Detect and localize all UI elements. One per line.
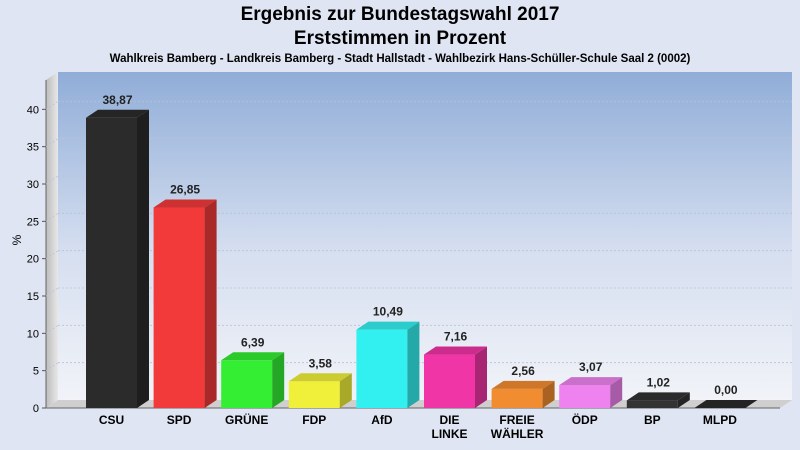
data-label: 1,02 [647,375,671,389]
x-tick-label-line: LINKE [432,427,468,441]
x-tick-label: FREIE WÄHLER [491,413,544,441]
bar-front [86,117,137,409]
bar-top [221,352,285,361]
bar-top [694,400,758,408]
data-label: 2,56 [511,364,535,378]
bar-side [272,352,285,408]
bar-side [677,392,690,408]
x-tick-label: GRÜNE [225,412,268,427]
x-tick-label-line: WÄHLER [491,426,544,441]
bar-top [153,199,217,208]
gridline-side [45,362,59,371]
y-tick-label: 20 [27,254,39,266]
y-tick-label: 5 [33,366,39,378]
x-tick-label: ÖDP [572,412,598,427]
x-tick-label-line: GRÜNE [225,412,268,427]
gridline-side [45,175,59,185]
data-label: 0,00 [714,383,738,397]
bar-side [137,109,149,409]
data-label: 7,16 [444,330,468,344]
bar [356,321,420,408]
bar-top [424,346,487,355]
bar-side [407,321,420,408]
chart-title-line2: Erststimmen in Prozent [293,28,507,49]
bar-front [491,388,543,408]
bar-side [339,373,352,408]
x-tick-label: DIE LINKE [432,413,468,441]
bar-front [559,385,611,408]
bar [424,346,487,408]
bar-front [153,207,205,408]
x-tick-label: MLPD [703,413,737,427]
gridline-side [45,325,59,334]
y-tick-label: 30 [27,179,39,191]
y-axis-label: % [10,234,24,245]
data-label: 3,58 [309,356,333,370]
bar-top [559,377,623,386]
y-tick-label: 25 [27,216,39,228]
x-tick-label-line: DIE [439,413,459,427]
gridline-side [45,138,59,147]
plot-side-wall [46,72,58,408]
bar-side [542,380,555,408]
bar-top [86,109,149,118]
bar-top [288,373,352,382]
gridline-side [45,287,59,297]
data-label: 6,39 [241,335,265,349]
chart-title: Ergebnis zur Bundestagswahl 2017 [240,4,560,25]
bar-front [626,400,678,408]
bar [288,373,352,408]
x-tick-label-line: FREIE [499,413,534,427]
data-label: 26,85 [170,183,200,197]
x-tick-label: CSU [99,413,124,427]
x-tick-label-line: AfD [371,413,393,427]
bar-top [356,321,420,330]
data-label: 3,07 [579,360,603,374]
x-tick-label-line: BP [644,413,661,427]
bar [153,199,217,408]
y-tick-label: 40 [27,104,39,116]
x-tick-label-line: ÖDP [572,412,598,427]
x-tick-label-line: MLPD [703,413,737,427]
x-tick-label: AfD [371,413,393,427]
bar [626,392,690,408]
bar-side [610,377,623,408]
y-tick-label: 0 [33,403,39,415]
gridline-side [45,250,59,259]
bar [694,400,758,408]
bar-side [475,346,487,408]
x-tick-label-line: FDP [302,413,326,427]
data-label: 10,49 [373,305,403,319]
gridline-side [45,213,59,222]
x-tick-label: FDP [302,413,326,427]
x-tick-label-line: SPD [167,413,192,427]
chart-subtitle: Wahlkreis Bamberg - Landkreis Bamberg - … [109,53,691,65]
bar [559,377,623,408]
y-tick-label: 15 [27,291,39,303]
bar-front [288,381,340,408]
data-label: 38,87 [102,93,132,107]
x-tick-label-line: CSU [99,413,124,427]
bar [221,352,285,408]
gridline-side [45,101,59,110]
x-tick-label: BP [644,413,661,427]
x-tick-label: SPD [167,413,192,427]
bar [491,380,555,408]
y-tick-label: 10 [27,328,39,340]
bar-front [424,354,475,408]
bar [86,109,149,409]
bar-top [491,380,555,389]
bar-side [204,199,217,408]
bar-front [356,329,408,408]
bar-front [221,360,273,408]
y-tick-label: 35 [27,142,39,154]
bar-top [626,392,690,401]
